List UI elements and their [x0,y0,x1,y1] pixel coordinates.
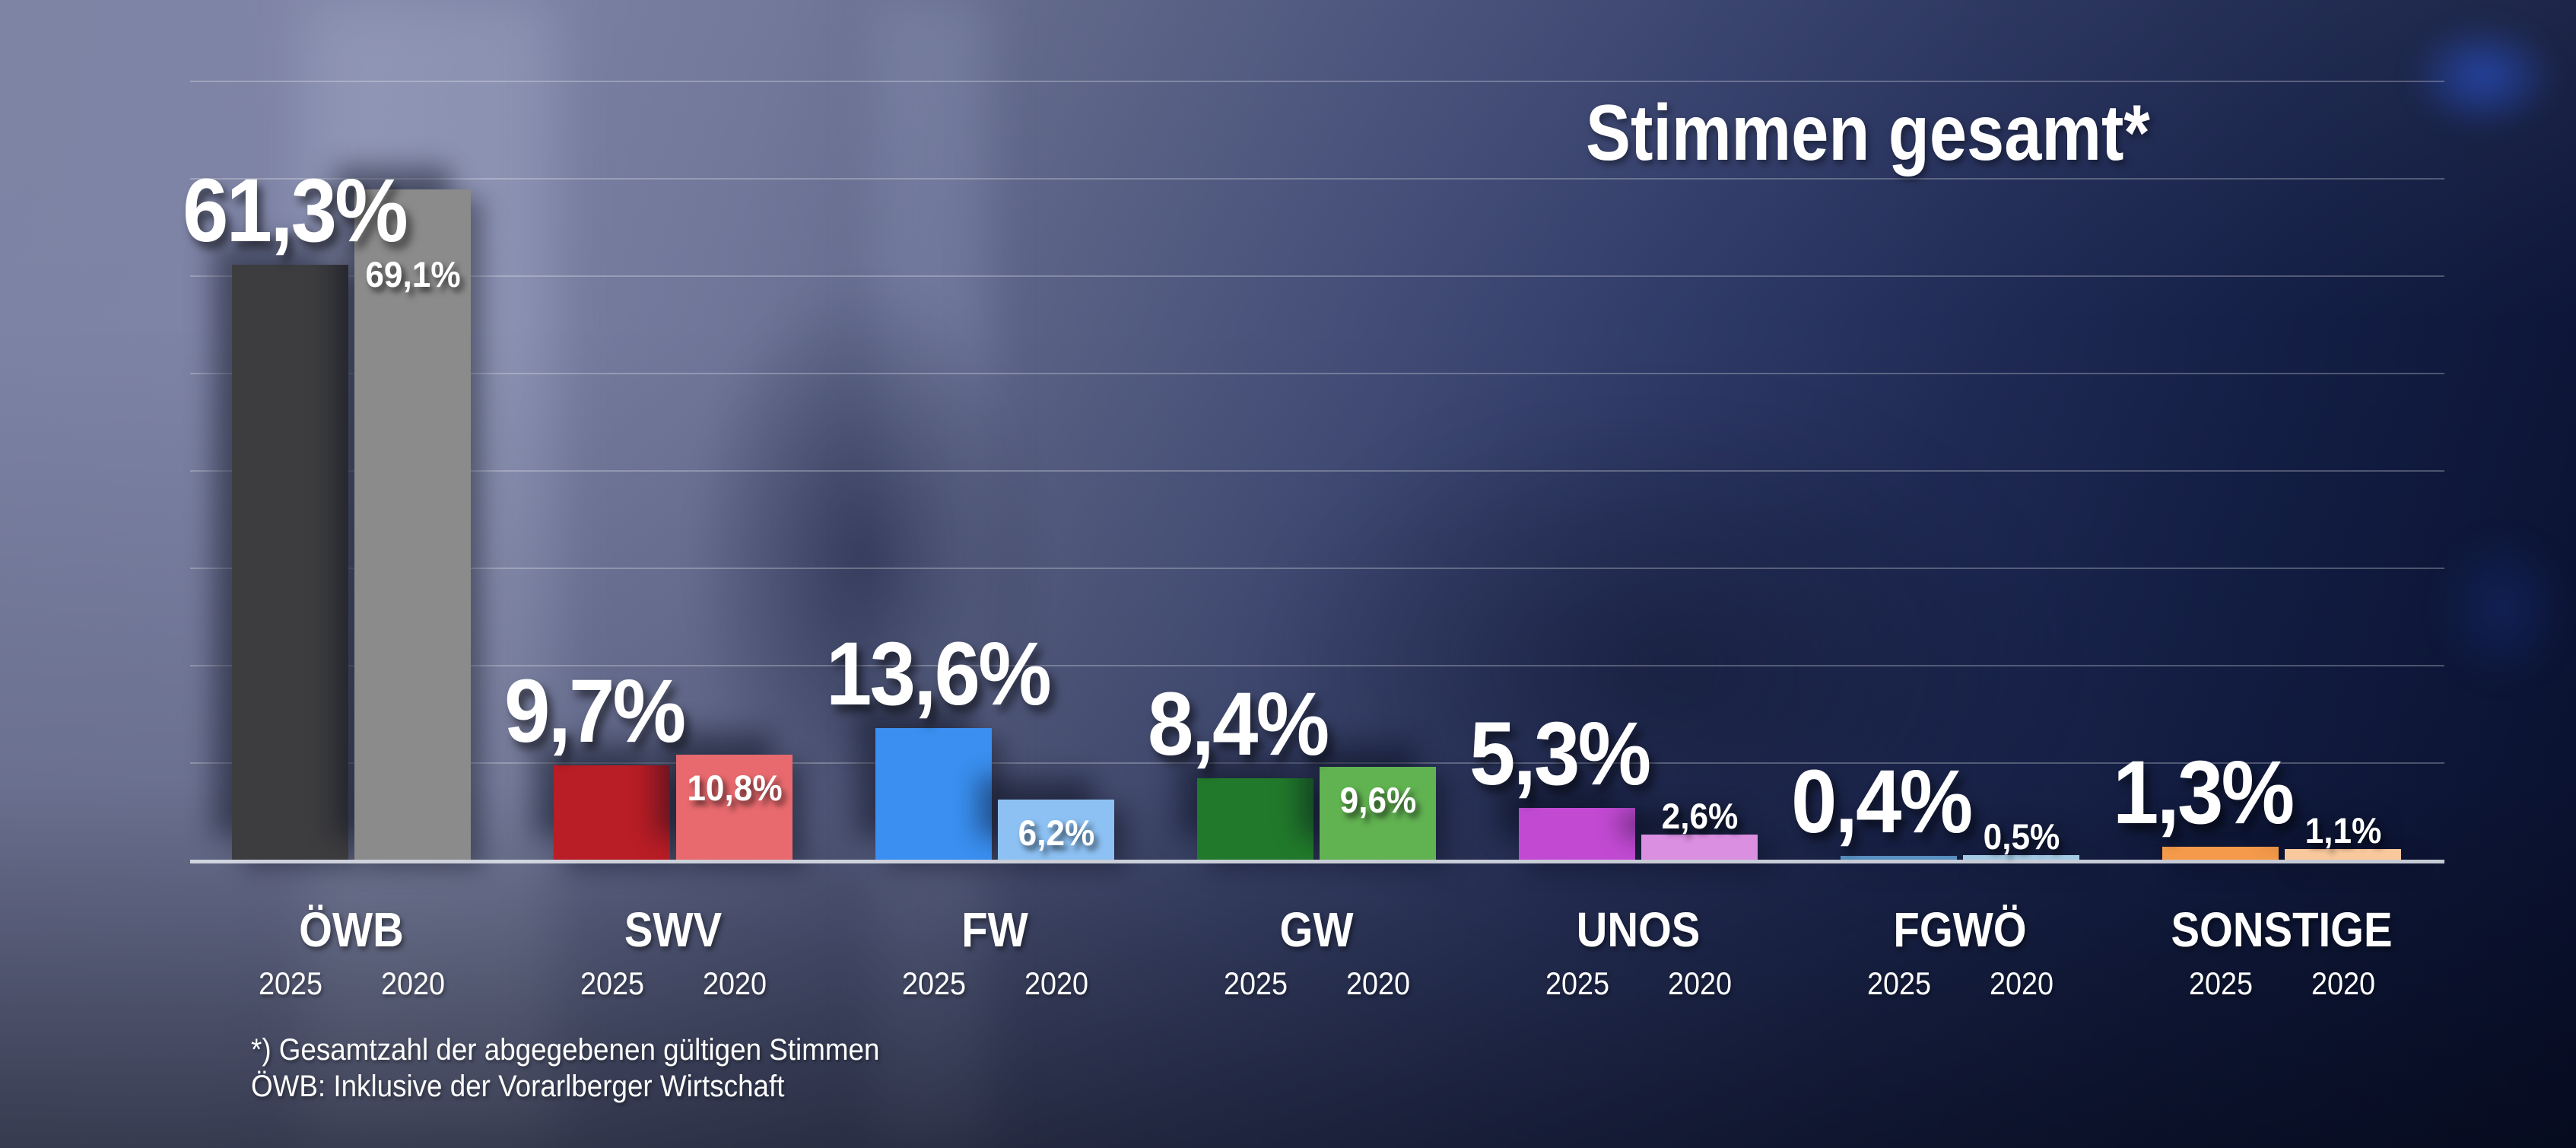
party-label-SONSTIGE: SONSTIGE [2171,902,2393,957]
blue-glow-top-right [2381,0,2576,152]
party-label-ÖWB: ÖWB [299,902,404,957]
value-label-2020-SONSTIGE: 1,1% [2304,809,2381,851]
bar-2025-SWV [554,765,670,860]
year-label-2025-FGWÖ: 2025 [1866,965,1931,1001]
bar-2025-ÖWB [232,265,348,860]
year-label-2020-GW: 2020 [1345,965,1410,1001]
bar-2025-FW [875,727,992,860]
year-label-2025-FW: 2025 [901,965,966,1001]
bar-2020-UNOS [1641,834,1758,860]
gridline-60pct [190,275,2444,277]
gridline-70pct [190,178,2444,180]
year-label-2025-ÖWB: 2025 [258,965,322,1001]
value-label-2020-GW: 9,6% [1339,779,1416,820]
year-label-2020-SONSTIGE: 2020 [2311,965,2375,1001]
footnote-line-2: ÖWB: Inklusive der Vorarlberger Wirtscha… [251,1070,785,1103]
party-label-FW: FW [961,902,1028,957]
value-label-2025-ÖWB: 61,3% [183,161,408,262]
bar-2025-UNOS [1519,808,1635,860]
bar-2020-SONSTIGE [2285,848,2401,860]
year-label-2020-UNOS: 2020 [1667,965,1732,1001]
year-label-2025-SWV: 2025 [580,965,644,1001]
value-label-2020-FW: 6,2% [1018,812,1094,853]
year-label-2020-FW: 2020 [1024,965,1088,1001]
party-label-FGWÖ: FGWÖ [1893,902,2027,957]
blue-glow-mid-right [2411,502,2576,715]
year-label-2020-FGWÖ: 2020 [1989,965,2053,1001]
bar-2025-SONSTIGE [2162,847,2279,860]
value-label-2025-FW: 13,6% [826,623,1052,724]
gridline-80pct [190,81,2444,82]
value-label-2025-SWV: 9,7% [504,661,686,762]
party-label-SWV: SWV [624,902,723,957]
value-label-2020-FGWÖ: 0,5% [1983,816,2060,857]
value-label-2020-ÖWB: 69,1% [364,253,461,294]
value-label-2025-FGWÖ: 0,4% [1791,751,1973,852]
value-label-2025-SONSTIGE: 1,3% [2113,743,2295,844]
gridline-40pct [190,470,2444,472]
axis-baseline [190,860,2444,863]
year-label-2025-SONSTIGE: 2025 [2188,965,2253,1001]
party-label-UNOS: UNOS [1576,902,1701,957]
gridline-30pct [190,568,2444,569]
year-label-2020-ÖWB: 2020 [380,965,445,1001]
bar-2025-GW [1197,778,1313,860]
page-title: Stimmen gesamt* [1586,89,2150,177]
year-label-2025-GW: 2025 [1223,965,1288,1001]
value-label-2025-UNOS: 5,3% [1469,704,1651,805]
year-label-2025-UNOS: 2025 [1545,965,1609,1001]
gridline-50pct [190,373,2444,374]
value-label-2025-GW: 8,4% [1148,673,1329,774]
year-label-2020-SWV: 2020 [702,965,767,1001]
footnote-line-1: *) Gesamtzahl der abgegebenen gültigen S… [251,1033,880,1067]
value-label-2020-SWV: 10,8% [686,768,783,809]
value-label-2020-UNOS: 2,6% [1661,795,1738,836]
party-label-GW: GW [1279,902,1354,957]
